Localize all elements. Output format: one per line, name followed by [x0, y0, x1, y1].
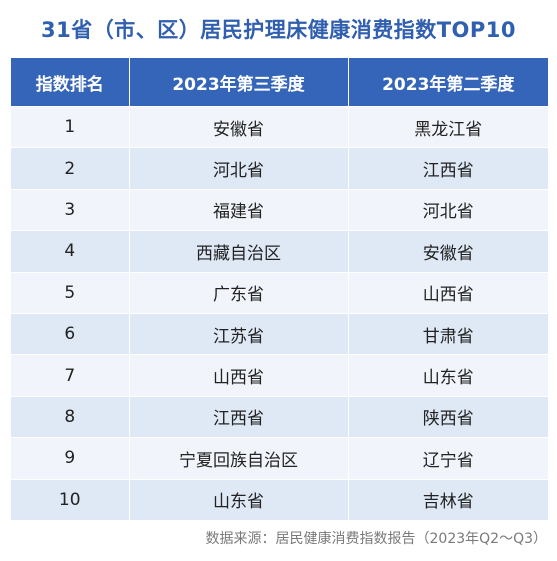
q3-province-cell: 江西省 — [128, 395, 348, 438]
table-header-row: 指数排名 2023年第三季度 2023年第二季度 — [11, 58, 548, 107]
data-source-note: 数据来源：居民健康消费指数报告（2023年Q2～Q3） — [205, 531, 547, 547]
chart-title: 31省（市、区）居民护理床健康消费指数TOP10 — [40, 18, 516, 42]
q3-province-cell: 宁夏回族自治区 — [128, 437, 348, 480]
q2-province-cell: 山东省 — [347, 354, 548, 397]
q2-province-cell: 吉林省 — [347, 478, 548, 520]
table-row: 10 山东省 吉林省 — [11, 478, 548, 520]
table-row: 1 安徽省 黑龙江省 — [11, 105, 548, 148]
table-row: 4 西藏自治区 安徽省 — [11, 230, 548, 273]
rank-cell: 1 — [11, 105, 129, 148]
q3-province-cell: 福建省 — [128, 188, 348, 231]
q2-province-cell: 山西省 — [347, 271, 548, 314]
q2-province-cell: 江西省 — [347, 147, 548, 190]
q3-province-cell: 江苏省 — [128, 312, 348, 355]
q3-province-cell: 山东省 — [128, 478, 348, 520]
rank-cell: 8 — [11, 395, 129, 438]
rank-cell: 7 — [11, 354, 129, 397]
q3-province-cell: 西藏自治区 — [128, 230, 348, 273]
header-rank: 指数排名 — [11, 58, 129, 107]
table-row: 7 山西省 山东省 — [11, 354, 548, 397]
q3-province-cell: 河北省 — [128, 147, 348, 190]
rank-cell: 2 — [11, 147, 129, 190]
q2-province-cell: 黑龙江省 — [347, 105, 548, 148]
q3-province-cell: 安徽省 — [128, 105, 348, 148]
rank-cell: 10 — [11, 478, 129, 520]
rank-cell: 5 — [11, 271, 129, 314]
table-row: 6 江苏省 甘肃省 — [11, 312, 548, 355]
table-row: 2 河北省 江西省 — [11, 147, 548, 190]
table-row: 8 江西省 陕西省 — [11, 395, 548, 438]
header-q2-2023: 2023年第二季度 — [347, 58, 548, 107]
rank-cell: 9 — [11, 437, 129, 480]
q3-province-cell: 广东省 — [128, 271, 348, 314]
q3-province-cell: 山西省 — [128, 354, 348, 397]
rank-cell: 6 — [11, 312, 129, 355]
q2-province-cell: 安徽省 — [347, 230, 548, 273]
rank-cell: 4 — [11, 230, 129, 273]
q2-province-cell: 陕西省 — [347, 395, 548, 438]
table-row: 5 广东省 山西省 — [11, 271, 548, 314]
table-row: 9 宁夏回族自治区 辽宁省 — [11, 437, 548, 480]
table-row: 3 福建省 河北省 — [11, 188, 548, 231]
ranking-table: 指数排名 2023年第三季度 2023年第二季度 1 安徽省 黑龙江省 2 河北… — [11, 58, 548, 520]
q2-province-cell: 河北省 — [347, 188, 548, 231]
q2-province-cell: 辽宁省 — [347, 437, 548, 480]
q2-province-cell: 甘肃省 — [347, 312, 548, 355]
rank-cell: 3 — [11, 188, 129, 231]
header-q3-2023: 2023年第三季度 — [128, 58, 348, 107]
